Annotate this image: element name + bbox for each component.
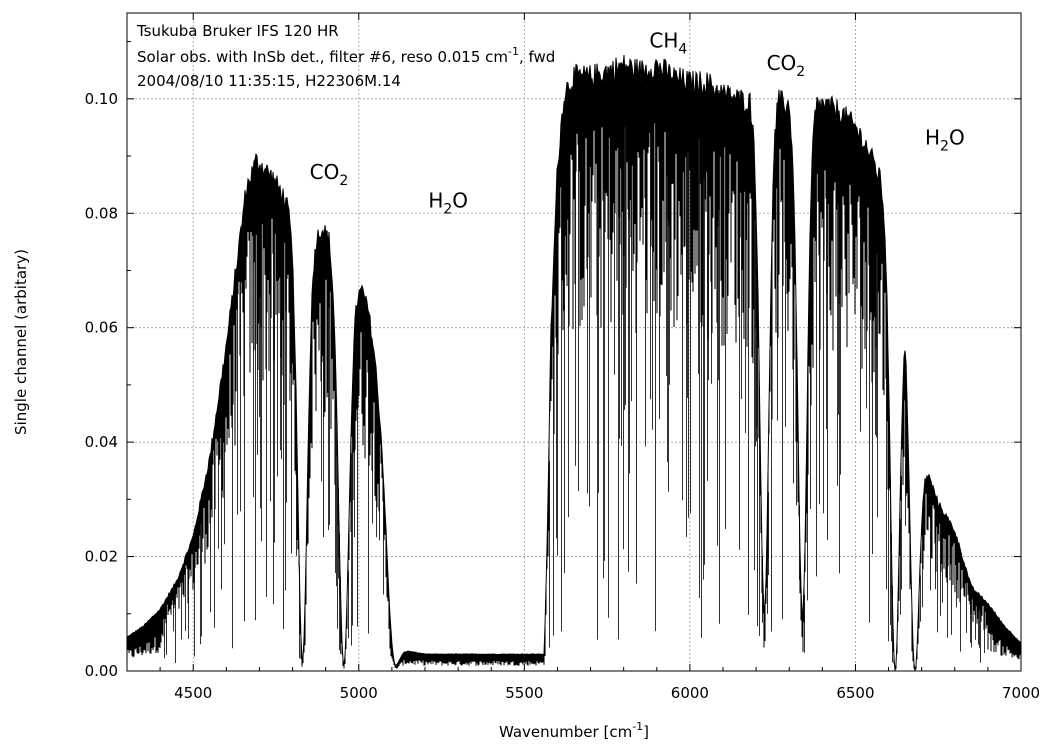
absorption-lines <box>164 115 985 663</box>
y-tick-label: 0.02 <box>85 548 118 566</box>
y-tick-label: 0.08 <box>85 204 118 222</box>
chart-info-line-2: Solar obs. with InSb det., filter #6, re… <box>137 45 555 66</box>
spectrum-envelope <box>126 55 1022 672</box>
axis-tick-labels: 4500 5000 5500 6000 6500 7000 0.00 0.02 0.04 0.06… <box>85 90 1041 702</box>
axis-ticks <box>127 13 1022 672</box>
x-tick-label: 5500 <box>505 684 543 702</box>
plot-frame <box>126 12 1022 672</box>
chart-info-line-3: 2004/08/10 11:35:15, H22306M.14 <box>137 72 401 90</box>
y-tick-label: 0.00 <box>85 662 118 680</box>
species-label: CH4 <box>649 28 687 57</box>
x-tick-label: 6500 <box>836 684 874 702</box>
x-tick-label: 7000 <box>1002 684 1040 702</box>
chart-info-line-1: Tsukuba Bruker IFS 120 HR <box>136 22 339 40</box>
species-label: H2O <box>925 126 965 155</box>
y-tick-label: 0.06 <box>85 319 118 337</box>
species-label: CO2 <box>310 160 349 189</box>
y-tick-label: 0.10 <box>85 90 118 108</box>
species-annotations: CO2 H2O CH4 CO2 H2O <box>310 28 965 217</box>
y-axis-title: Single channel (arbitary) <box>12 249 30 435</box>
x-tick-label: 6000 <box>671 684 709 702</box>
x-axis-title: Wavenumber [cm-1] <box>499 720 649 741</box>
x-tick-label: 4500 <box>174 684 212 702</box>
x-tick-label: 5000 <box>340 684 378 702</box>
species-label: CO2 <box>767 51 806 80</box>
y-tick-label: 0.04 <box>85 433 118 451</box>
spectrum <box>126 55 1022 672</box>
species-label: H2O <box>428 189 468 218</box>
